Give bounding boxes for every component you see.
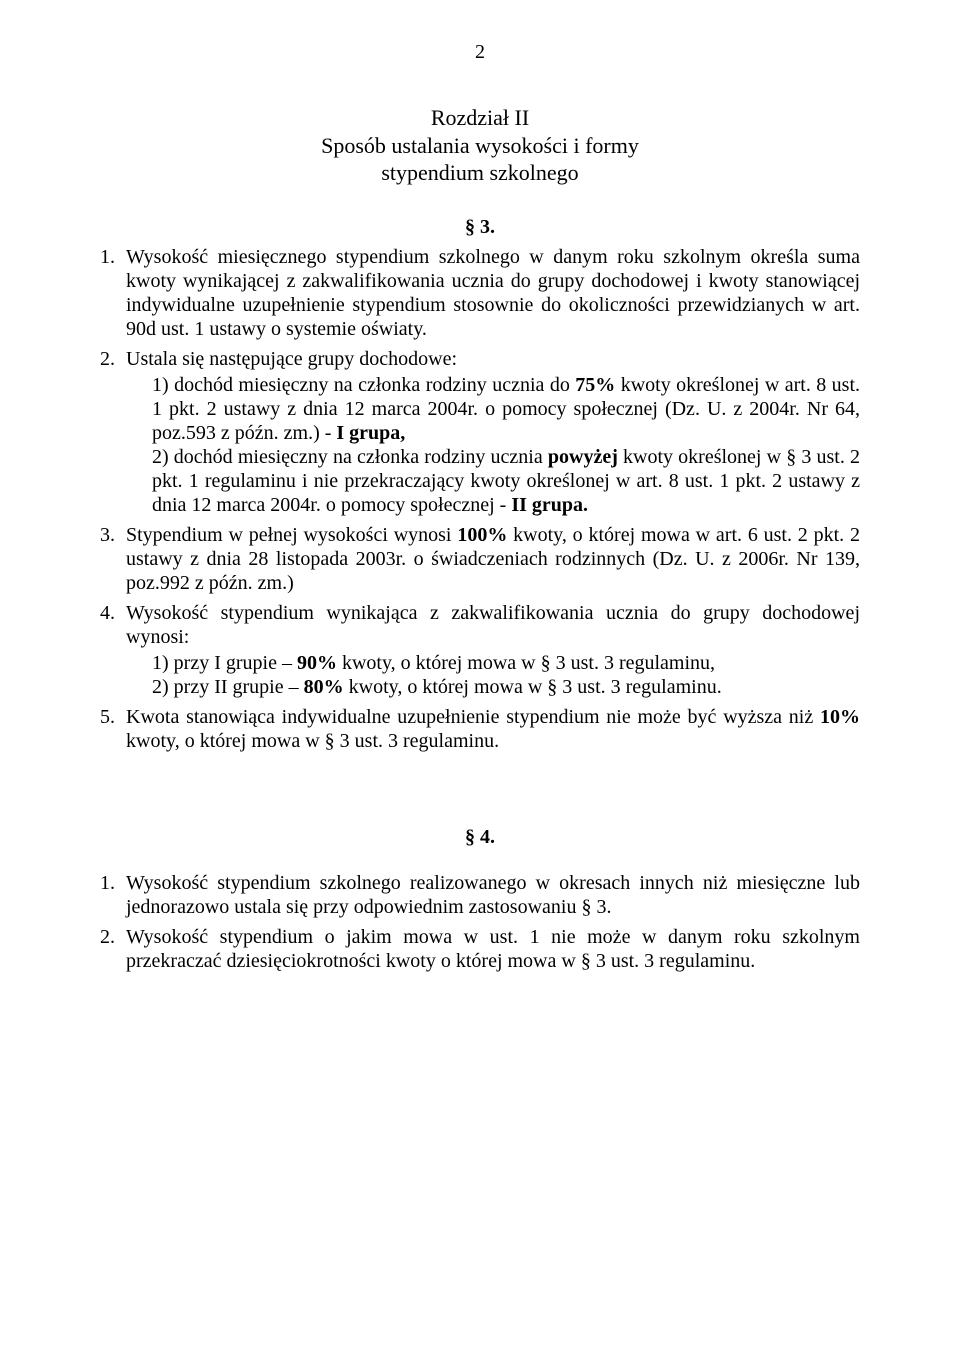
- s3-item-1: 1. Wysokość miesięcznego stypendium szko…: [100, 245, 860, 341]
- s3-item-2-sublist: 1) dochód miesięczny na członka rodziny …: [126, 373, 860, 517]
- item-lead: Ustala się następujące grupy dochodowe:: [126, 348, 457, 370]
- section-4-list: 1. Wysokość stypendium szkolnego realizo…: [100, 871, 860, 973]
- item-number: 2.: [100, 925, 115, 949]
- s3-2-sub1: 1) dochód miesięczny na członka rodziny …: [152, 373, 860, 445]
- item-number: 5.: [100, 705, 115, 729]
- bold-part: II grupa.: [511, 494, 588, 516]
- s3-4-sub1: 1) przy I grupie – 90% kwoty, o której m…: [152, 651, 860, 675]
- chapter-heading: Rozdział II Sposób ustalania wysokości i…: [100, 104, 860, 187]
- item-number: 4.: [100, 601, 115, 625]
- bold-part: 75%: [575, 374, 615, 396]
- s3-2-sub2: 2) dochód miesięczny na członka rodziny …: [152, 445, 860, 517]
- bold-part: powyżej: [548, 446, 618, 468]
- bold-part: 10%: [820, 706, 860, 728]
- bold-part: 100%: [457, 524, 507, 546]
- chapter-line-1: Rozdział II: [431, 105, 529, 130]
- bold-part: I grupa,: [336, 422, 405, 444]
- text-part: 1) dochód miesięczny na członka rodziny …: [152, 374, 575, 396]
- text-part: 2) dochód miesięczny na członka rodziny …: [152, 446, 548, 468]
- item-number: 2.: [100, 347, 115, 371]
- bold-part: 90%: [297, 652, 337, 674]
- item-number: 1.: [100, 871, 115, 895]
- section-3-list: 1. Wysokość miesięcznego stypendium szko…: [100, 245, 860, 753]
- chapter-line-2: Sposób ustalania wysokości i formy: [321, 133, 639, 158]
- s4-item-2: 2. Wysokość stypendium o jakim mowa w us…: [100, 925, 860, 973]
- s4-item-1: 1. Wysokość stypendium szkolnego realizo…: [100, 871, 860, 919]
- s3-item-5: 5. Kwota stanowiąca indywidualne uzupełn…: [100, 705, 860, 753]
- item-number: 1.: [100, 245, 115, 269]
- s3-4-sub2: 2) przy II grupie – 80% kwoty, o której …: [152, 675, 860, 699]
- chapter-line-3: stypendium szkolnego: [381, 160, 578, 185]
- document-page: 2 Rozdział II Sposób ustalania wysokości…: [0, 0, 960, 1360]
- text-part: Stypendium w pełnej wysokości wynosi: [126, 524, 457, 546]
- text-part: 2) przy II grupie –: [152, 676, 304, 698]
- section-4-heading: § 4.: [100, 825, 860, 849]
- text-part: kwoty, o której mowa w § 3 ust. 3 regula…: [337, 652, 715, 674]
- text-part: Kwota stanowiąca indywidualne uzupełnien…: [126, 706, 820, 728]
- s3-item-4: 4. Wysokość stypendium wynikająca z zakw…: [100, 601, 860, 699]
- text-part: kwoty, o której mowa w § 3 ust. 3 regula…: [126, 730, 499, 752]
- text-part: kwoty, o której mowa w § 3 ust. 3 regula…: [344, 676, 722, 698]
- section-3-heading: § 3.: [100, 215, 860, 239]
- item-text: Wysokość miesięcznego stypendium szkolne…: [126, 246, 860, 340]
- s3-item-3: 3. Stypendium w pełnej wysokości wynosi …: [100, 523, 860, 595]
- text-part: 1) przy I grupie –: [152, 652, 297, 674]
- s3-item-4-sublist: 1) przy I grupie – 90% kwoty, o której m…: [126, 651, 860, 699]
- section-gap: [100, 771, 860, 817]
- s3-item-2: 2. Ustala się następujące grupy dochodow…: [100, 347, 860, 517]
- page-number: 2: [100, 40, 860, 64]
- item-text: Wysokość stypendium o jakim mowa w ust. …: [126, 926, 860, 972]
- bold-part: 80%: [304, 676, 344, 698]
- small-gap: [100, 855, 860, 871]
- item-text: Wysokość stypendium szkolnego realizowan…: [126, 872, 860, 918]
- item-lead: Wysokość stypendium wynikająca z zakwali…: [126, 602, 860, 648]
- item-number: 3.: [100, 523, 115, 547]
